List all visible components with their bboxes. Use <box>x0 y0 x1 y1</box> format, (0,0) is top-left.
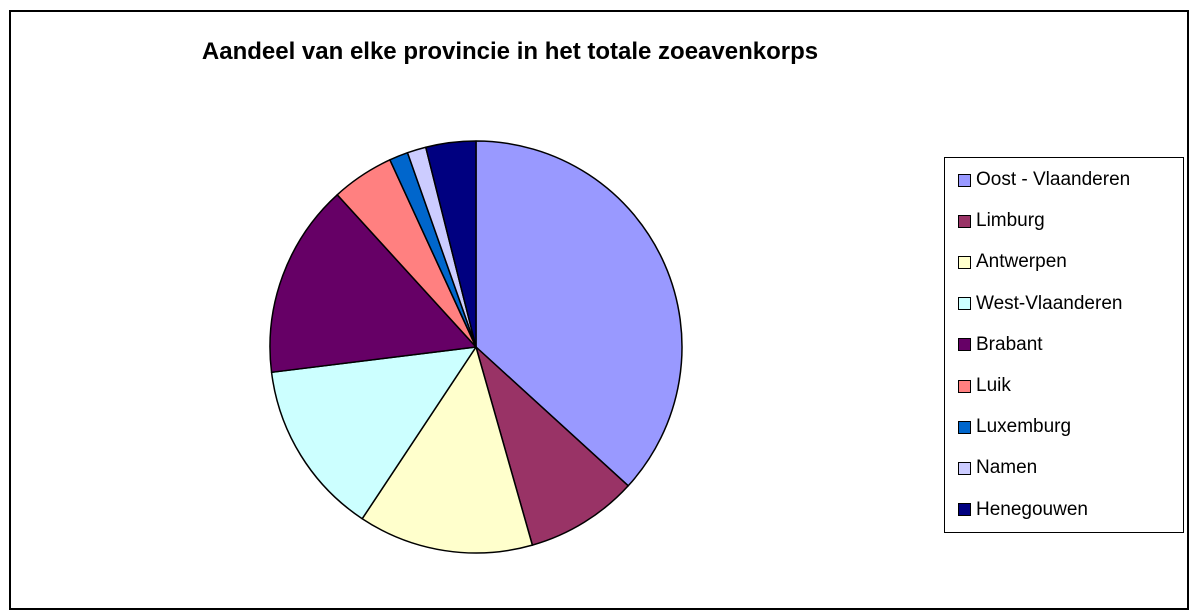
legend-swatch <box>958 420 971 434</box>
legend-label: Luxemburg <box>976 416 1072 438</box>
pie-chart <box>269 140 683 554</box>
legend-swatch <box>958 379 971 393</box>
legend-label: Antwerpen <box>976 251 1067 273</box>
chart-area: Aandeel van elke provincie in het totale… <box>9 10 1189 610</box>
pie-slice-oost-vlaanderen <box>475 140 683 487</box>
legend-label: Henegouwen <box>976 498 1088 520</box>
legend-item-brabant: Brabant <box>958 333 1043 357</box>
pie-slice-limburg <box>475 346 629 546</box>
legend-label: Limburg <box>976 210 1045 232</box>
legend-item-limburg: Limburg <box>958 209 1045 233</box>
legend-swatch <box>958 338 971 352</box>
legend-swatch <box>958 461 971 475</box>
legend-item-west-vlaanderen: West-Vlaanderen <box>958 292 1122 316</box>
pie-slice-henegouwen <box>425 140 477 348</box>
legend-item-namen: Namen <box>958 456 1037 480</box>
legend-item-oost-vlaanderen: Oost - Vlaanderen <box>958 168 1130 192</box>
legend-label: Luik <box>976 375 1011 396</box>
legend-swatch <box>958 173 971 187</box>
legend-label: Brabant <box>976 333 1043 355</box>
legend-item-antwerpen: Antwerpen <box>958 250 1067 274</box>
pie-slice-west-vlaanderen <box>270 346 477 520</box>
legend-label: West-Vlaanderen <box>976 292 1123 314</box>
pie-slice-brabant <box>269 194 477 374</box>
legend-label: Oost - Vlaanderen <box>976 169 1131 190</box>
legend-swatch <box>958 297 971 311</box>
legend-item-luik: Luik <box>958 374 1011 398</box>
legend-swatch <box>958 214 971 228</box>
legend-label: Namen <box>976 457 1038 479</box>
legend-item-henegouwen: Henegouwen <box>958 498 1088 522</box>
legend-swatch <box>958 255 971 269</box>
pie-slices <box>269 140 683 554</box>
legend-swatch <box>958 503 971 517</box>
chart-title: Aandeel van elke provincie in het totale… <box>201 38 819 65</box>
legend-item-luxemburg: Luxemburg <box>958 415 1071 439</box>
chart-legend: Oost - Vlaanderen Limburg Antwerpen West-Vl… <box>944 157 1184 533</box>
pie-slice-antwerpen <box>361 346 534 554</box>
